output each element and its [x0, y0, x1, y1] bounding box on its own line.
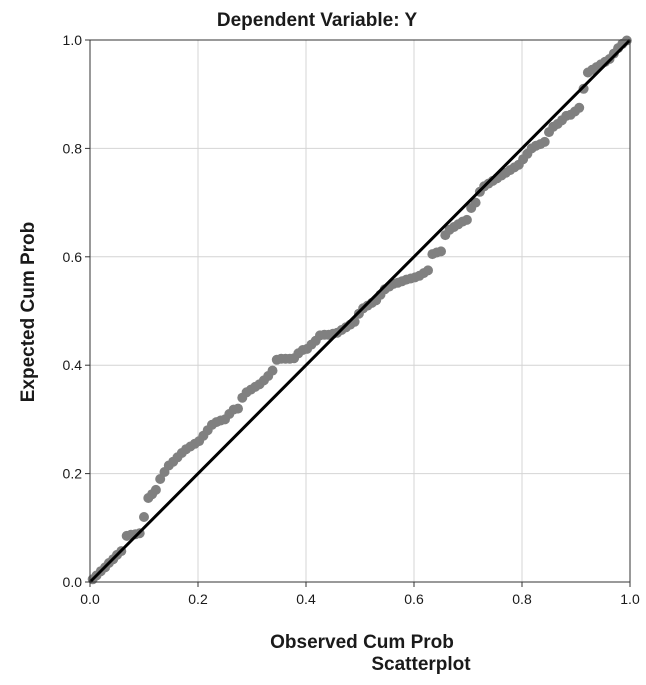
data-point — [539, 136, 550, 147]
chart-title: Dependent Variable: Y — [217, 10, 418, 31]
x-tick-label: 0.0 — [80, 591, 100, 607]
data-point — [423, 265, 433, 276]
chart-caption: Scatterplot — [371, 654, 471, 675]
y-tick-label: 0.2 — [63, 466, 83, 482]
data-point — [150, 484, 161, 495]
data-point — [470, 197, 481, 208]
x-tick-label: 0.2 — [188, 591, 208, 607]
data-point — [578, 83, 589, 94]
data-point — [233, 403, 243, 414]
x-axis-label: Observed Cum Prob — [270, 632, 454, 653]
data-point — [436, 246, 446, 257]
x-tick-label: 0.4 — [296, 591, 316, 607]
data-point — [461, 214, 472, 225]
reference-diagonal-line — [88, 38, 632, 584]
x-tick-label: 1.0 — [620, 591, 640, 607]
x-tick-label: 0.6 — [404, 591, 424, 607]
y-tick-label: 0.4 — [63, 357, 83, 373]
x-axis-ticks: 0.0 0.2 0.4 0.6 0.8 1.0 — [80, 582, 640, 607]
y-tick-label: 0.6 — [63, 249, 83, 265]
data-point — [139, 512, 149, 522]
y-tick-label: 0.0 — [63, 574, 83, 590]
plot-frame — [89, 39, 631, 583]
y-tick-label: 0.8 — [63, 140, 83, 156]
y-axis-ticks: 0.0 0.2 0.4 0.6 0.8 1.0 — [63, 32, 90, 590]
y-tick-label: 1.0 — [63, 32, 83, 48]
x-tick-label: 0.8 — [512, 591, 532, 607]
data-point — [574, 102, 585, 113]
data-point — [267, 365, 278, 376]
y-axis-label: Expected Cum Prob — [18, 222, 39, 403]
